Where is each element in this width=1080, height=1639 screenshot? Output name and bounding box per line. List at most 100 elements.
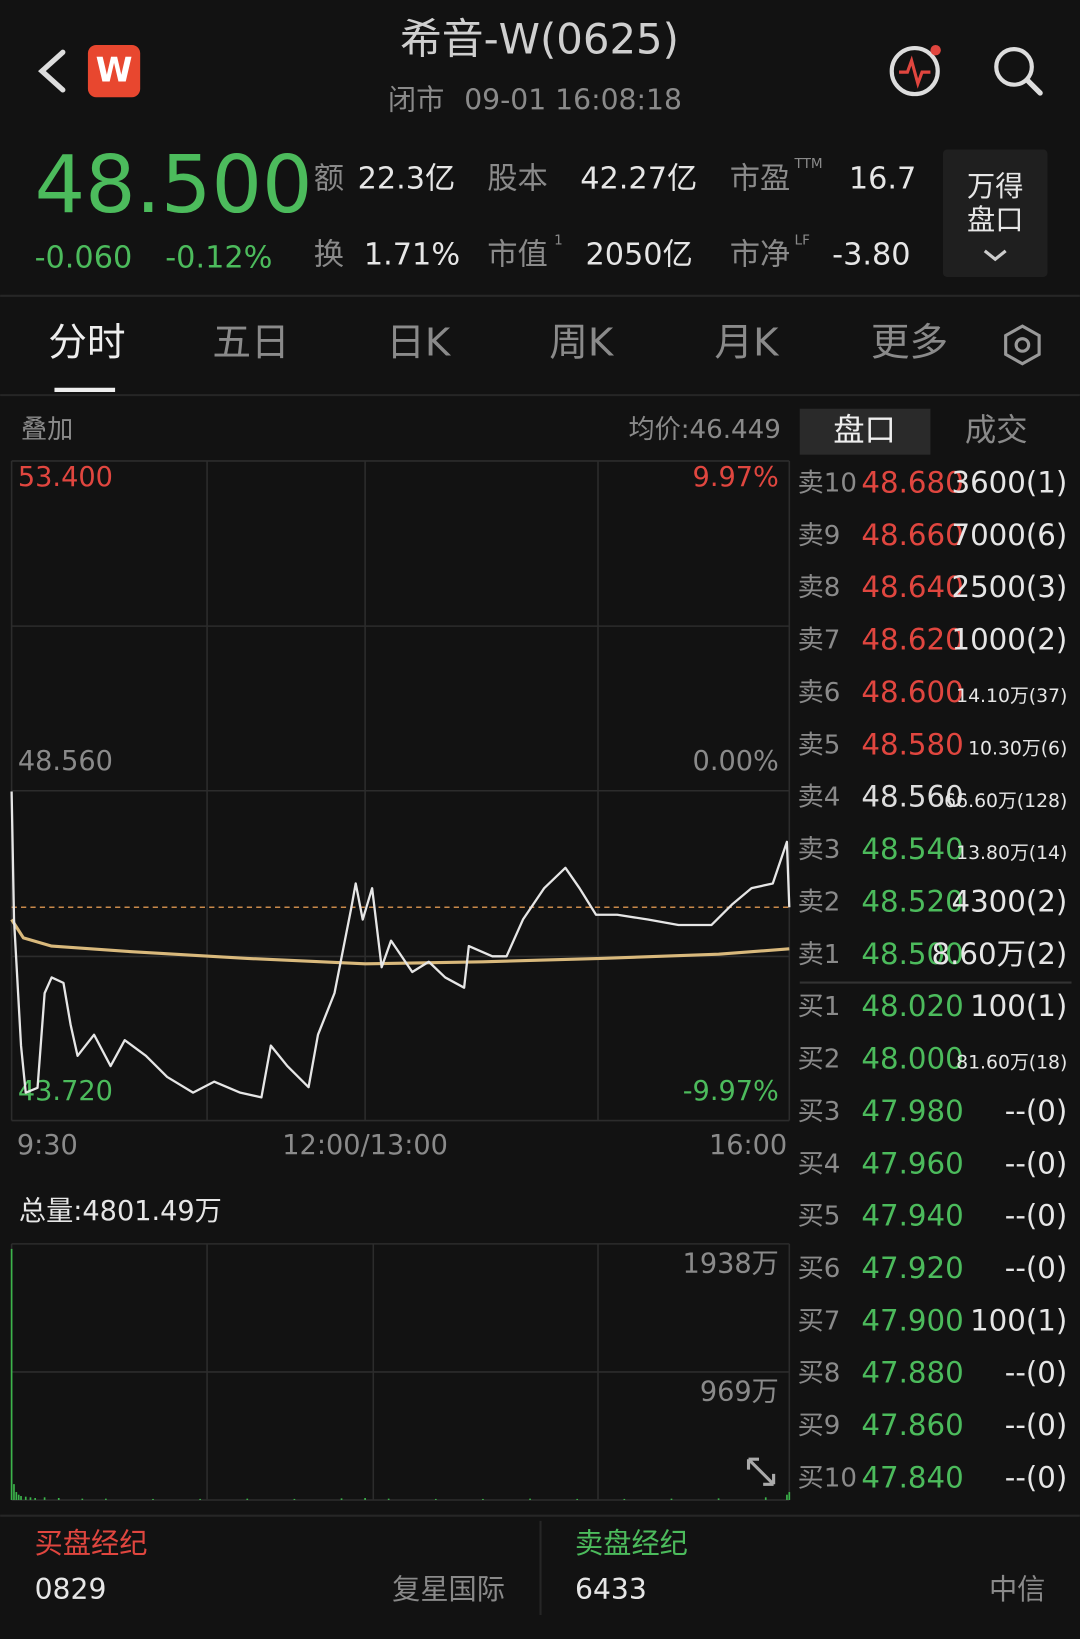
stat-value: -3.80: [832, 238, 910, 273]
broker-code: 0829: [35, 1573, 107, 1606]
book-level: 买7: [798, 1306, 841, 1336]
stat-sup: 1: [554, 232, 563, 248]
volume-bar: [670, 1498, 673, 1500]
book-level: 买3: [798, 1097, 841, 1127]
book-level: 卖5: [798, 730, 841, 760]
stat-label: 市盈: [730, 161, 791, 196]
last-price: 48.500: [35, 138, 313, 231]
overlay-button[interactable]: 叠加: [21, 415, 73, 445]
volume-bar: [387, 1498, 390, 1500]
book-price: 47.860: [861, 1408, 963, 1442]
broker-name: 中信: [989, 1573, 1045, 1606]
button-text: 盘口: [967, 204, 1023, 237]
book-price: 48.520: [861, 884, 963, 918]
volume-bar: [246, 1498, 249, 1500]
book-volume: --(0): [1005, 1408, 1068, 1442]
volume-bar: [434, 1498, 437, 1500]
stock-title: 希音-W(0625): [400, 14, 679, 63]
book-price: 48.640: [861, 570, 963, 604]
book-level: 买10: [798, 1463, 857, 1493]
book-level: 买4: [798, 1149, 841, 1179]
book-level: 买9: [798, 1411, 841, 1441]
book-volume: 4300(2): [951, 884, 1067, 918]
book-volume: 1000(2): [951, 623, 1067, 657]
stat-label: 股本: [487, 161, 548, 196]
tab[interactable]: 周K: [549, 320, 615, 365]
book-tab[interactable]: 盘口: [833, 413, 896, 449]
volume-bar: [529, 1498, 531, 1500]
broker-name: 复星国际: [392, 1573, 505, 1606]
stat-value: 22.3亿: [358, 161, 456, 196]
tab[interactable]: 月K: [714, 320, 780, 365]
book-tab-bg: [799, 408, 931, 455]
monitor-button[interactable]: [889, 44, 941, 97]
icon: [1004, 324, 1041, 366]
back-button[interactable]: [38, 49, 66, 93]
book-level: 卖1: [798, 940, 841, 970]
book-volume: --(0): [1005, 1199, 1068, 1233]
volume-bar: [482, 1498, 484, 1500]
stat-label: 换: [314, 238, 344, 273]
book-price: 48.020: [861, 989, 963, 1023]
book-volume: 8.60万(2): [932, 937, 1068, 971]
stat-label: 市值: [487, 238, 548, 273]
volume-bar: [152, 1498, 154, 1500]
book-volume: --(0): [1005, 1094, 1068, 1128]
tab[interactable]: 五日: [212, 320, 289, 365]
settings-button[interactable]: [1004, 324, 1041, 366]
broker-code: 6433: [575, 1573, 647, 1606]
book-price: 48.000: [861, 1042, 963, 1076]
volume-bar: [15, 1492, 18, 1500]
y2-tick-label: -9.97%: [683, 1076, 779, 1107]
volume-bar: [786, 1494, 788, 1500]
x-tick-label: 12:00/13:00: [282, 1130, 448, 1161]
tab[interactable]: 分时: [48, 320, 125, 365]
book-level: 卖10: [798, 468, 857, 498]
market-status: 闭市: [388, 83, 444, 116]
broker-title: 卖盘经纪: [575, 1527, 688, 1560]
button-text: 万得: [967, 170, 1023, 203]
book-volume: 2500(3): [951, 570, 1067, 604]
total-volume: 总量:4801.49万: [19, 1196, 222, 1227]
wind-book-button[interactable]: 万得 盘口: [942, 149, 1048, 277]
book-volume: 14.10万(37): [956, 686, 1067, 707]
book-level: 买2: [798, 1045, 841, 1075]
icon: [930, 44, 941, 56]
book-level: 卖7: [798, 626, 841, 656]
volume-bar: [81, 1498, 84, 1500]
book-price: 48.500: [861, 937, 963, 971]
book-level: 买5: [798, 1202, 841, 1232]
volume-bar: [199, 1498, 201, 1500]
icon: [994, 47, 1034, 87]
avg-line: [10, 918, 790, 966]
book-volume: 7000(6): [951, 518, 1067, 552]
broker-title: 买盘经纪: [35, 1527, 148, 1560]
volume-bar: [623, 1498, 626, 1500]
y-tick-label: 48.560: [18, 746, 113, 777]
book-price: 47.900: [861, 1303, 963, 1337]
book-level: 买6: [798, 1254, 841, 1284]
book-price: 47.880: [861, 1356, 963, 1390]
chevron: [983, 249, 1007, 262]
stat-value: 42.27亿: [580, 161, 697, 196]
volume-bar: [10, 1248, 13, 1500]
tab[interactable]: 更多: [871, 320, 948, 365]
book-tab[interactable]: 成交: [965, 413, 1028, 449]
expand-button[interactable]: [746, 1457, 776, 1486]
book-volume: 66.60万(128): [944, 791, 1067, 812]
book-volume: --(0): [1005, 1146, 1068, 1180]
volume-bar: [13, 1484, 15, 1500]
book-price: 47.920: [861, 1251, 963, 1285]
book-price: 47.840: [861, 1460, 963, 1494]
x-tick-label: 9:30: [17, 1130, 78, 1161]
y-tick-label: 969万: [700, 1376, 779, 1407]
volume-bar: [293, 1498, 296, 1500]
stat-value: 2050亿: [585, 238, 692, 273]
avg-price: 均价:46.449: [628, 415, 780, 445]
volume-bar: [717, 1498, 720, 1500]
search-button[interactable]: [994, 47, 1043, 96]
volume-bar: [576, 1498, 579, 1500]
tab[interactable]: 日K: [386, 320, 452, 365]
price-change-pct: -0.12%: [165, 241, 272, 276]
